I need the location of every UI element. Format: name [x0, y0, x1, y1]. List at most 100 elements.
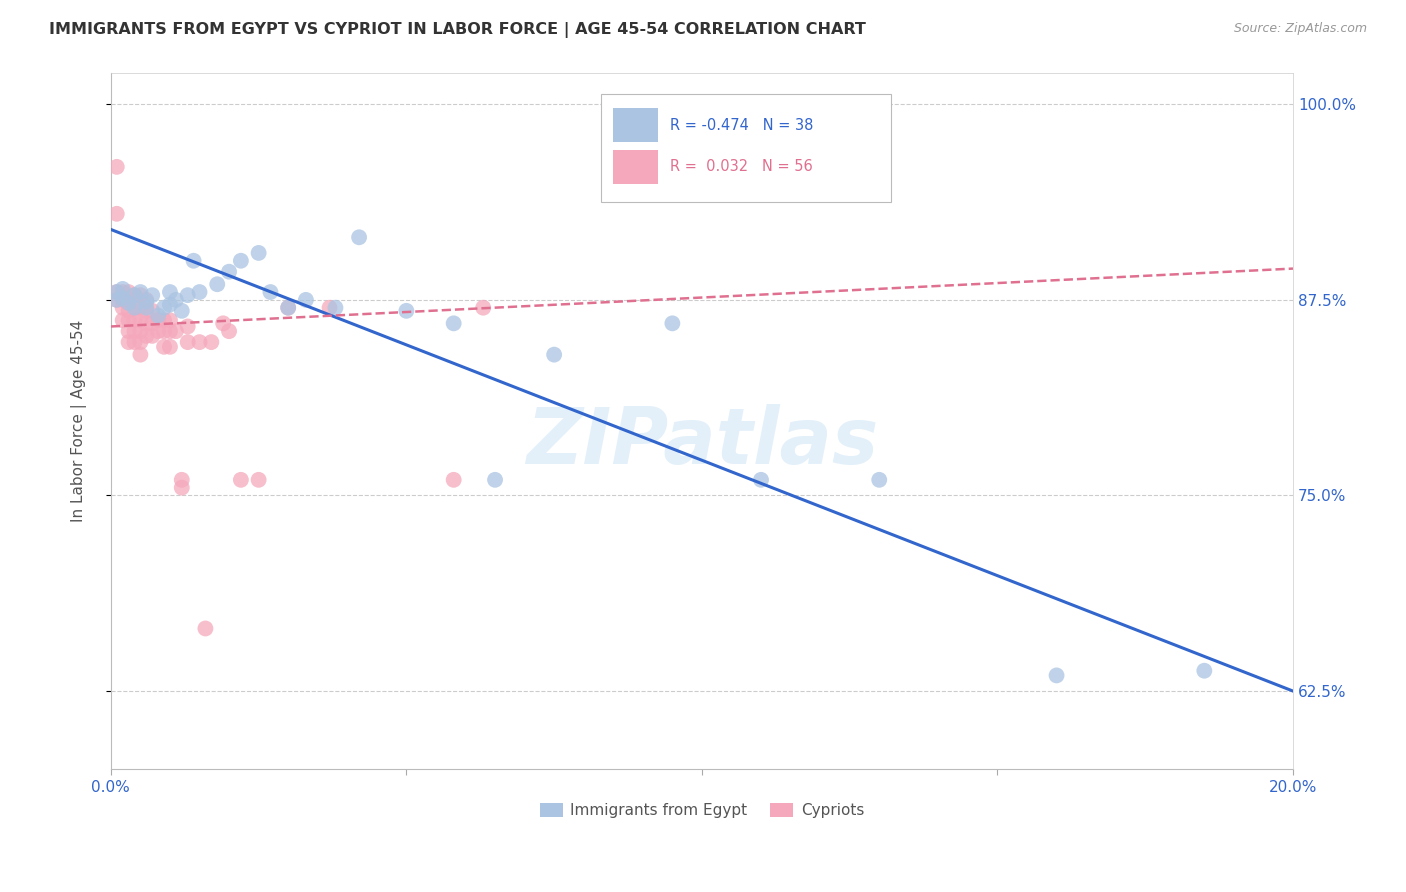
- Point: [117, 303, 139, 318]
- FancyBboxPatch shape: [602, 94, 891, 202]
- Point: [111, 313, 134, 327]
- Point: [135, 294, 157, 309]
- Point: [105, 293, 128, 307]
- Point: [159, 340, 181, 354]
- Point: [277, 301, 299, 315]
- Point: [484, 473, 506, 487]
- Point: [347, 230, 370, 244]
- Text: Source: ZipAtlas.com: Source: ZipAtlas.com: [1233, 22, 1367, 36]
- Point: [111, 285, 134, 299]
- Point: [146, 309, 169, 323]
- Point: [124, 288, 146, 302]
- Point: [229, 473, 252, 487]
- Point: [141, 329, 163, 343]
- Point: [105, 207, 128, 221]
- Point: [153, 340, 176, 354]
- Point: [661, 316, 683, 330]
- Point: [111, 301, 134, 315]
- Point: [868, 473, 890, 487]
- Point: [443, 316, 465, 330]
- Point: [111, 282, 134, 296]
- Point: [111, 293, 134, 307]
- Point: [170, 303, 193, 318]
- Point: [124, 301, 146, 315]
- Point: [141, 303, 163, 318]
- Point: [1045, 668, 1067, 682]
- Point: [1194, 664, 1216, 678]
- Point: [117, 296, 139, 310]
- Point: [318, 301, 340, 315]
- Point: [129, 313, 152, 327]
- Point: [443, 473, 465, 487]
- Point: [117, 285, 139, 299]
- Point: [124, 335, 146, 350]
- Point: [135, 293, 157, 307]
- Point: [395, 303, 418, 318]
- Point: [194, 622, 217, 636]
- Point: [135, 329, 157, 343]
- Point: [543, 348, 565, 362]
- Y-axis label: In Labor Force | Age 45-54: In Labor Force | Age 45-54: [72, 320, 87, 523]
- Point: [117, 296, 139, 310]
- Point: [188, 285, 211, 299]
- Text: R = -0.474   N = 38: R = -0.474 N = 38: [671, 118, 814, 133]
- Point: [295, 293, 318, 307]
- Bar: [613, 150, 658, 184]
- Point: [111, 291, 134, 305]
- Point: [170, 473, 193, 487]
- Point: [325, 301, 347, 315]
- Point: [153, 313, 176, 327]
- Point: [105, 160, 128, 174]
- Point: [117, 313, 139, 327]
- Point: [159, 297, 181, 311]
- Point: [129, 348, 152, 362]
- Point: [247, 246, 270, 260]
- Point: [200, 335, 222, 350]
- Point: [229, 253, 252, 268]
- Point: [124, 301, 146, 315]
- Legend: Immigrants from Egypt, Cypriots: Immigrants from Egypt, Cypriots: [533, 797, 870, 824]
- Point: [105, 293, 128, 307]
- Point: [129, 285, 152, 299]
- Point: [259, 285, 281, 299]
- Point: [105, 285, 128, 299]
- Point: [135, 303, 157, 318]
- Text: R =  0.032   N = 56: R = 0.032 N = 56: [671, 160, 813, 175]
- Point: [188, 335, 211, 350]
- Point: [141, 316, 163, 330]
- Point: [212, 316, 235, 330]
- Point: [129, 335, 152, 350]
- Text: IMMIGRANTS FROM EGYPT VS CYPRIOT IN LABOR FORCE | AGE 45-54 CORRELATION CHART: IMMIGRANTS FROM EGYPT VS CYPRIOT IN LABO…: [49, 22, 866, 38]
- Point: [165, 293, 187, 307]
- Point: [146, 313, 169, 327]
- Point: [124, 288, 146, 302]
- Point: [117, 335, 139, 350]
- Point: [159, 313, 181, 327]
- Point: [135, 316, 157, 330]
- Point: [124, 313, 146, 327]
- Point: [176, 288, 198, 302]
- Point: [170, 481, 193, 495]
- Point: [129, 301, 152, 315]
- Point: [135, 301, 157, 315]
- Point: [176, 335, 198, 350]
- Point: [117, 324, 139, 338]
- Point: [129, 288, 152, 302]
- Point: [218, 265, 240, 279]
- Point: [153, 301, 176, 315]
- Point: [153, 324, 176, 338]
- Point: [165, 324, 187, 338]
- Point: [146, 324, 169, 338]
- Point: [277, 301, 299, 315]
- Point: [141, 288, 163, 302]
- Point: [159, 285, 181, 299]
- Point: [105, 285, 128, 299]
- Point: [472, 301, 495, 315]
- Bar: [613, 109, 658, 142]
- Point: [207, 277, 229, 292]
- Text: ZIPatlas: ZIPatlas: [526, 404, 877, 480]
- Point: [129, 324, 152, 338]
- Point: [176, 319, 198, 334]
- Point: [183, 253, 205, 268]
- Point: [159, 324, 181, 338]
